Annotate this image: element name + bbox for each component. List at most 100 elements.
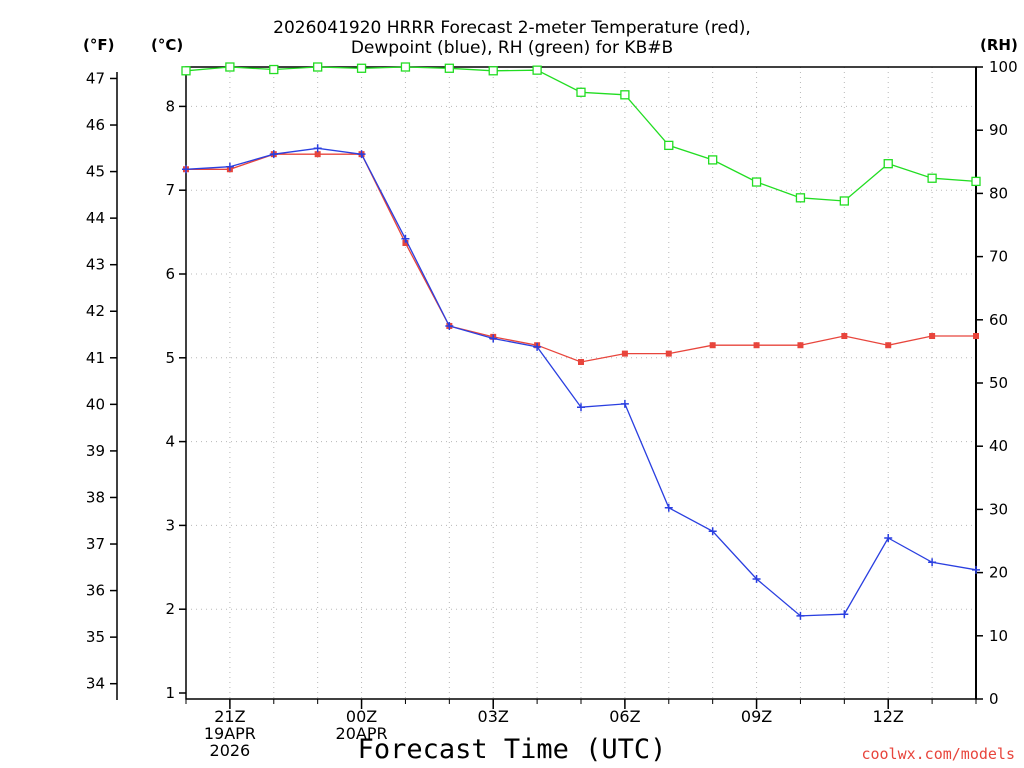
rh-tick-label: 90 (989, 121, 1008, 139)
dewpoint-point (313, 144, 322, 153)
fahrenheit-tick-label: 45 (86, 163, 105, 181)
x-tick-label: 19APR (204, 724, 256, 743)
rh-point (927, 173, 937, 183)
dewpoint-point (445, 321, 454, 330)
rh-point (708, 155, 718, 165)
dewpoint-point (357, 150, 366, 159)
fahrenheit-tick-label: 39 (86, 442, 105, 460)
rh-point (883, 159, 893, 169)
x-tick-label: 21Z (214, 707, 245, 726)
rh-point (488, 66, 498, 76)
fahrenheit-axis-unit: (°F) (83, 36, 115, 54)
dewpoint-point (269, 150, 278, 159)
celsius-tick-label: 4 (165, 433, 175, 451)
dewpoint-point (840, 610, 849, 619)
x-tick-label: 2026 (210, 741, 251, 760)
temperature-point (797, 342, 804, 349)
fahrenheit-tick-label: 36 (86, 582, 105, 600)
temperature-point (621, 350, 628, 357)
temperature-point (314, 151, 321, 158)
rh-tick-label: 100 (989, 58, 1018, 76)
temperature-point (885, 342, 892, 349)
temperature-point (402, 239, 409, 246)
temperature-point (973, 333, 979, 340)
fahrenheit-tick-label: 34 (86, 675, 105, 693)
fahrenheit-tick-label: 41 (86, 349, 105, 367)
temperature-point (709, 342, 716, 349)
rh-point (839, 196, 849, 206)
x-tick-label: 09Z (741, 707, 772, 726)
credit-watermark: coolwx.com/models (861, 745, 1015, 763)
temperature-point (929, 333, 936, 340)
rh-tick-label: 60 (989, 311, 1008, 329)
temperature-point (841, 333, 848, 340)
rh-point (576, 87, 586, 97)
dewpoint-point (664, 503, 673, 512)
dewpoint-point (928, 558, 937, 567)
rh-tick-label: 20 (989, 564, 1008, 582)
temperature-point (665, 350, 672, 357)
fahrenheit-tick-label: 38 (86, 488, 105, 506)
celsius-tick-label: 1 (165, 684, 175, 702)
rh-point (971, 176, 981, 187)
rh-point (400, 62, 411, 72)
x-axis-title: Forecast Time (UTC) (357, 734, 667, 765)
rh-tick-label: 0 (989, 690, 999, 708)
dewpoint-point (182, 165, 190, 174)
fahrenheit-tick-label: 42 (86, 302, 105, 320)
rh-point (444, 63, 454, 73)
rh-point (664, 140, 674, 151)
x-tick-label: 12Z (873, 707, 904, 726)
rh-tick-label: 40 (989, 437, 1008, 455)
rh-tick-label: 50 (989, 374, 1008, 392)
fahrenheit-tick-label: 47 (86, 69, 105, 87)
rh-point (795, 193, 806, 203)
rh-point (751, 177, 762, 187)
dewpoint-point (401, 234, 410, 243)
temperature-point (578, 358, 584, 365)
rh-point (313, 62, 323, 72)
chart-title-line-1: 2026041920 HRRR Forecast 2-meter Tempera… (273, 18, 751, 38)
dewpoint-point (972, 565, 980, 574)
x-tick-label: 06Z (609, 707, 640, 726)
rh-tick-label: 80 (989, 184, 1008, 202)
dewpoint-point (708, 527, 717, 536)
dewpoint-point (489, 334, 498, 343)
rh-point (181, 66, 191, 76)
temperature-point (753, 342, 760, 349)
dewpoint-point (796, 611, 805, 620)
fahrenheit-tick-label: 46 (86, 116, 105, 134)
celsius-tick-label: 2 (165, 600, 175, 618)
x-tick-label: 00Z (346, 707, 377, 726)
fahrenheit-tick-label: 37 (86, 535, 105, 553)
dewpoint-point (752, 575, 761, 584)
rh-point (356, 63, 367, 73)
celsius-tick-label: 3 (165, 516, 175, 534)
rh-point (269, 64, 279, 75)
fahrenheit-tick-label: 35 (86, 628, 105, 646)
dewpoint-point (884, 533, 893, 542)
dewpoint-point (225, 162, 234, 171)
dewpoint-point (577, 403, 585, 412)
temperature-line (186, 153, 976, 363)
rh-axis-unit: (RH) (980, 36, 1018, 54)
rh-tick-label: 10 (989, 627, 1008, 645)
rh-point (225, 62, 235, 72)
rh-tick-label: 30 (989, 500, 1008, 518)
celsius-tick-label: 8 (165, 97, 175, 115)
dewpoint-point (620, 399, 629, 408)
rh-point (532, 65, 542, 75)
x-tick-label: 03Z (478, 707, 509, 726)
chart-title-line-2: Dewpoint (blue), RH (green) for KB#B (350, 38, 674, 58)
celsius-tick-label: 6 (165, 265, 175, 283)
rh-point (620, 90, 630, 100)
celsius-tick-label: 7 (165, 181, 175, 199)
fahrenheit-tick-label: 43 (86, 256, 105, 274)
celsius-tick-label: 5 (165, 349, 175, 367)
celsius-axis-unit: (°C) (151, 36, 184, 54)
fahrenheit-tick-label: 44 (86, 209, 105, 227)
rh-tick-label: 70 (989, 248, 1008, 266)
dewpoint-point (533, 342, 542, 351)
x-tick-label: 20APR (336, 724, 388, 743)
